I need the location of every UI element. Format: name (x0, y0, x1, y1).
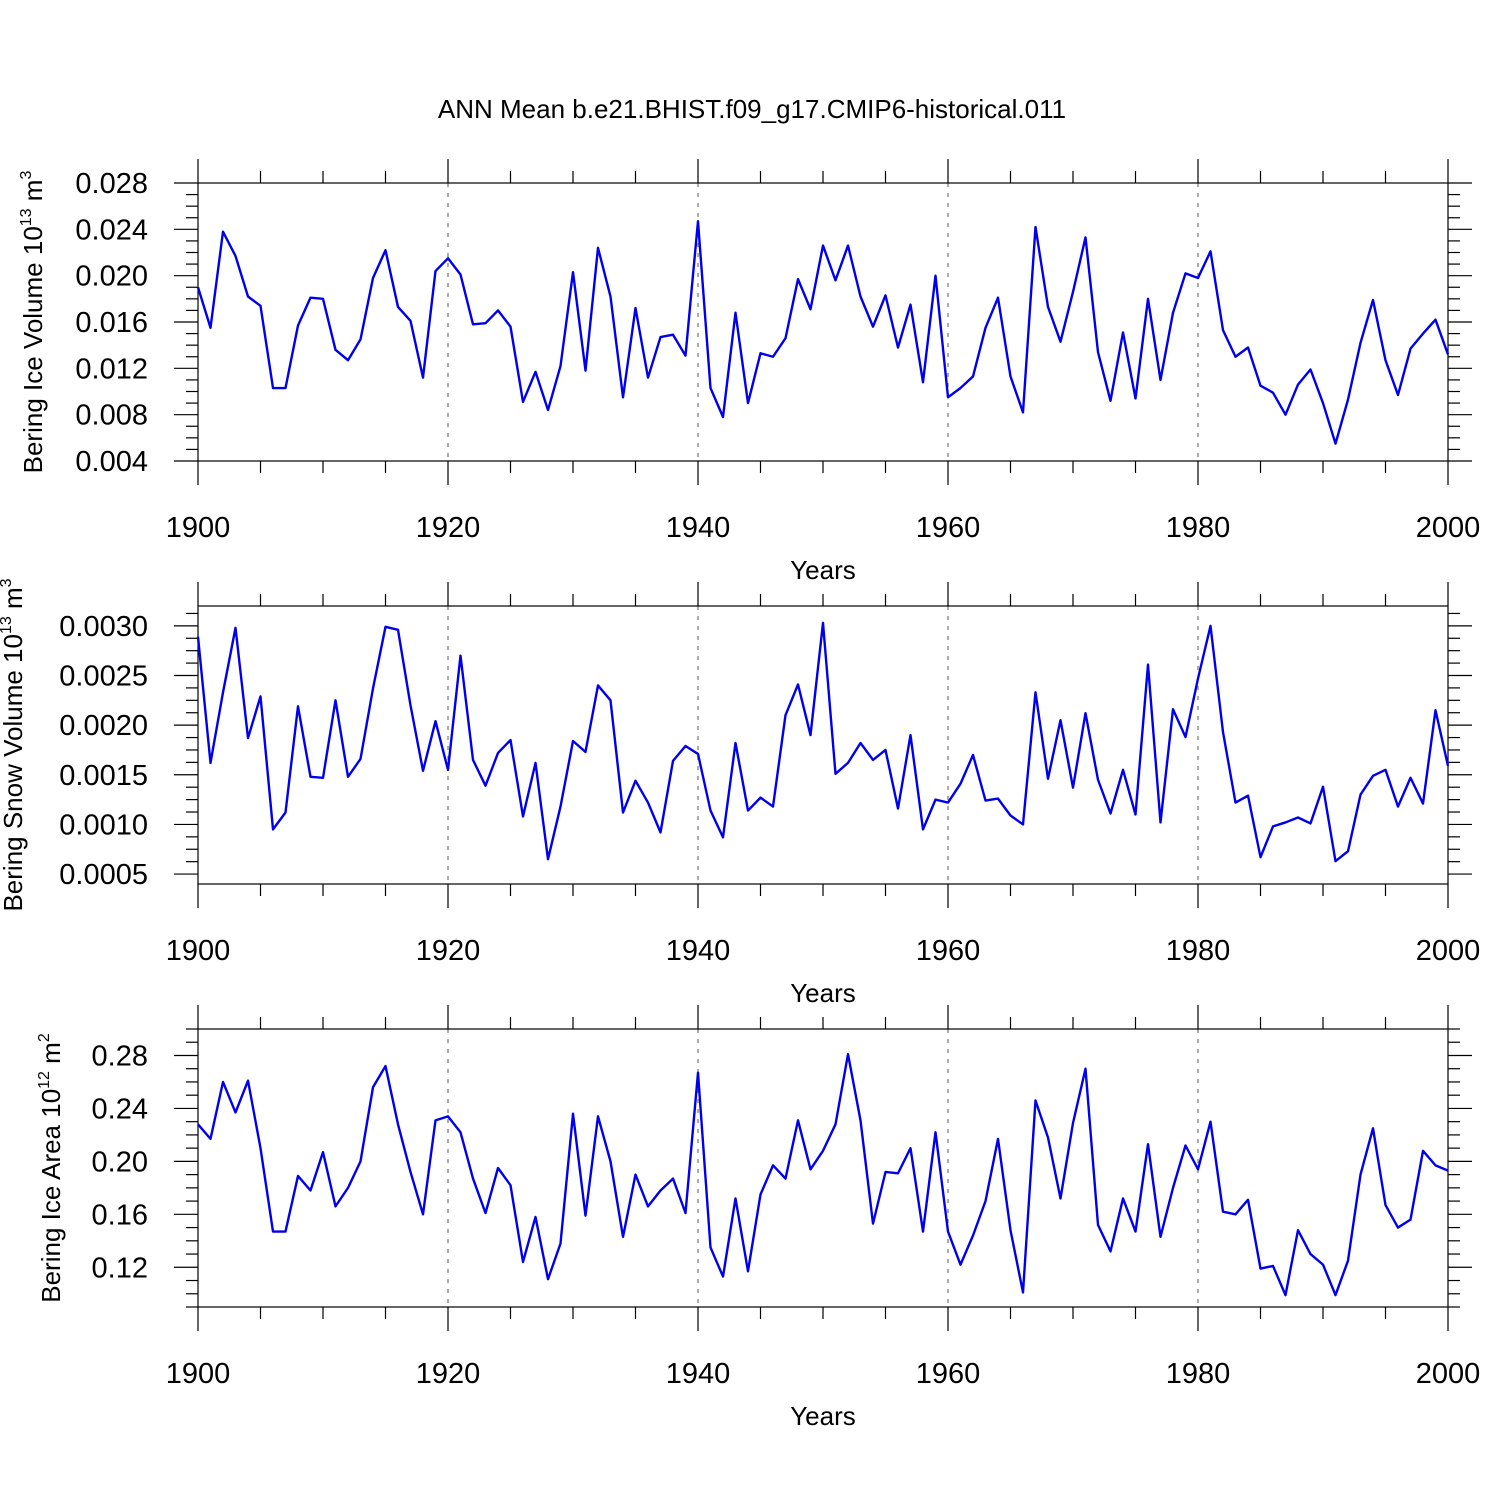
ice-volume-panel: 0.004 0.008 0.012 0.016 0.020 0.024 0.028 1900 1… (18, 159, 1480, 585)
plot-frame (197, 605, 1449, 885)
y-axis-title-unit: m (18, 180, 48, 209)
series-line (197, 1052, 1449, 1297)
y-tick-label: 0.0010 (59, 809, 148, 841)
y-tick-label: 0.008 (75, 400, 148, 432)
y-axis-title-text: Bering Ice Volume 10 (18, 226, 48, 473)
figure-title: ANN Mean b.e21.BHIST.f09_g17.CMIP6-histo… (438, 94, 1066, 124)
y-tick-label: 0.16 (92, 1199, 148, 1231)
x-axis-title: Years (790, 1401, 856, 1431)
x-tick-label: 1900 (166, 1358, 231, 1390)
y-axis-title-unit-exponent: 2 (36, 1033, 53, 1042)
y-axis-title-unit-exponent: 3 (0, 578, 15, 587)
y-tick-label: 0.28 (92, 1040, 148, 1072)
x-axis-title: Years (790, 978, 856, 1008)
y-axis-title-exponent: 12 (36, 1071, 53, 1089)
y-axis-title-text: Bering Ice Area 10 (36, 1089, 66, 1303)
y-axis-title-exponent: 13 (0, 616, 15, 634)
x-tick-label: 1920 (416, 512, 481, 544)
x-tick-label: 1920 (416, 935, 481, 967)
series-line (196, 220, 1450, 445)
x-tick-label: 1940 (666, 512, 731, 544)
y-axis-title: Bering Ice Area 1012 m2 (36, 1033, 66, 1303)
y-tick-label: 0.24 (92, 1093, 148, 1125)
y-tick-label: 0.0030 (59, 611, 148, 643)
series-line (196, 621, 1450, 863)
y-axis-title-text: Bering Snow Volume 10 (0, 634, 28, 912)
x-tick-label: 2000 (1416, 935, 1481, 967)
x-tick-label: 2000 (1416, 512, 1481, 544)
x-tick-label: 1940 (666, 1358, 731, 1390)
y-axis-title-exponent: 13 (18, 208, 35, 226)
x-tick-label: 1980 (1166, 1358, 1231, 1390)
y-tick-label: 0.0015 (59, 760, 148, 792)
y-axis-title-unit: m (0, 587, 28, 616)
x-tick-label: 1960 (916, 935, 981, 967)
y-axis-title: Bering Snow Volume 1013 m3 (0, 578, 28, 911)
x-tick-label: 1920 (416, 1358, 481, 1390)
x-tick-label: 1960 (916, 1358, 981, 1390)
ice-area-panel: 0.12 0.16 0.20 0.24 0.28 1900 1920 1940 1960 1980… (36, 1005, 1480, 1431)
plot-frame (197, 182, 1449, 462)
y-tick-label: 0.024 (75, 214, 148, 246)
x-tick-label: 1900 (166, 935, 231, 967)
y-tick-label: 0.12 (92, 1252, 148, 1284)
y-tick-label: 0.004 (75, 446, 148, 478)
y-axis-title-unit: m (36, 1042, 66, 1071)
x-tick-label: 1900 (166, 512, 231, 544)
y-tick-label: 0.016 (75, 307, 148, 339)
x-tick-label: 1940 (666, 935, 731, 967)
x-axis-title: Years (790, 555, 856, 585)
x-tick-label: 1960 (916, 512, 981, 544)
x-tick-label: 1980 (1166, 512, 1231, 544)
y-tick-label: 0.0025 (59, 661, 148, 693)
y-axis-title-unit-exponent: 3 (18, 171, 35, 180)
y-axis-title: Bering Ice Volume 1013 m3 (18, 171, 48, 474)
y-tick-label: 0.0020 (59, 710, 148, 742)
x-tick-label: 1980 (1166, 935, 1231, 967)
snow-volume-panel: 0.0005 0.0010 0.0015 0.0020 0.0025 0.0030 1900… (0, 578, 1480, 1008)
y-tick-label: 0.028 (75, 168, 148, 200)
y-tick-label: 0.20 (92, 1146, 148, 1178)
y-tick-label: 0.020 (75, 261, 148, 293)
y-tick-label: 0.0005 (59, 859, 148, 891)
x-tick-label: 2000 (1416, 1358, 1481, 1390)
y-tick-label: 0.012 (75, 353, 148, 385)
